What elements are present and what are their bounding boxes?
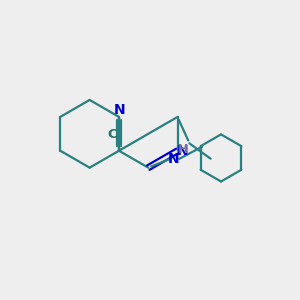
Text: C: C — [108, 128, 117, 141]
Text: N: N — [114, 103, 125, 117]
Text: N: N — [168, 152, 180, 166]
Text: N: N — [177, 144, 189, 158]
Text: H: H — [178, 143, 188, 157]
